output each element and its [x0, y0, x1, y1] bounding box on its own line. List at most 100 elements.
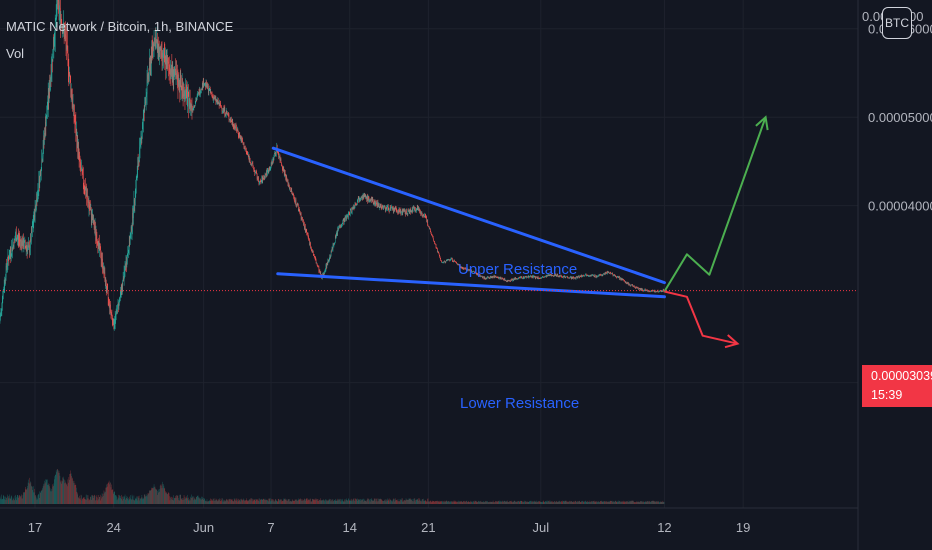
volume-bar — [210, 498, 212, 504]
volume-bar — [328, 498, 330, 504]
volume-bar — [248, 499, 250, 504]
volume-bar — [93, 495, 94, 504]
volume-bar — [84, 498, 85, 504]
volume-bar — [639, 501, 640, 504]
volume-bar — [341, 501, 343, 504]
volume-bar — [552, 501, 553, 504]
volume-bar — [55, 470, 57, 504]
volume-bar — [23, 493, 25, 504]
volume-bar — [308, 500, 310, 504]
volume-bar — [437, 501, 439, 504]
volume-bar — [616, 501, 618, 504]
volume-bar — [446, 501, 448, 504]
volume-bar — [142, 497, 144, 504]
volume-bar — [316, 499, 318, 504]
volume-bar — [468, 501, 469, 504]
volume-bar — [151, 489, 152, 504]
volume-bar — [7, 494, 8, 504]
volume-bar — [72, 477, 73, 504]
volume-bar — [71, 478, 73, 504]
volume-bar — [13, 498, 14, 504]
volume-bar — [541, 502, 542, 504]
volume-bar — [418, 499, 420, 504]
volume-bar — [95, 500, 97, 504]
volume-bar — [82, 498, 83, 504]
volume-bar — [324, 500, 325, 504]
volume-bar — [167, 492, 169, 504]
volume-bar — [626, 501, 627, 504]
volume-bar — [556, 501, 558, 504]
volume-bar — [265, 499, 267, 504]
volume-bar — [193, 500, 194, 504]
volume-bar — [449, 501, 450, 504]
volume-bar — [238, 498, 239, 504]
projection-arrows — [663, 115, 769, 349]
volume-bar — [592, 502, 593, 504]
volume-bar — [99, 496, 100, 504]
volume-bar — [42, 486, 44, 504]
volume-bar — [425, 501, 427, 504]
volume-bar — [626, 501, 628, 504]
volume-bar — [414, 498, 415, 504]
volume-bar — [453, 502, 455, 504]
volume-bar — [434, 501, 436, 504]
volume-bar — [76, 487, 77, 504]
volume-bar — [48, 483, 50, 504]
volume-bar — [389, 499, 391, 504]
volume-bar — [381, 501, 383, 504]
volume-bar — [622, 501, 624, 504]
volume-bar — [32, 489, 34, 504]
volume-bar — [579, 500, 580, 504]
volume-bar — [212, 501, 213, 504]
volume-bar — [156, 489, 157, 504]
volume-bar — [241, 499, 242, 504]
volume-bar — [404, 500, 405, 504]
volume-bar — [489, 501, 490, 504]
volume-bar — [261, 499, 262, 504]
volume-bar — [456, 501, 458, 504]
volume-bar — [307, 498, 308, 504]
volume-bar — [442, 501, 443, 504]
volume-bar — [381, 499, 382, 504]
volume-bar — [5, 497, 7, 504]
volume-bar — [189, 500, 191, 504]
volume-bar — [489, 502, 491, 504]
volume-bar — [306, 498, 307, 504]
volume-bar — [591, 501, 592, 504]
volume-bar — [523, 500, 525, 504]
volume-bar — [126, 497, 127, 504]
volume-bar — [127, 498, 129, 504]
volume-bar — [113, 492, 114, 504]
volume-bar — [118, 494, 119, 504]
volume-bar — [169, 500, 171, 504]
volume-bar — [177, 495, 178, 504]
volume-bar — [389, 501, 390, 504]
volume-bar — [285, 498, 286, 504]
volume-bar — [53, 485, 54, 504]
volume-bar — [259, 498, 260, 504]
volume-bar — [254, 499, 255, 504]
volume-bar — [403, 501, 404, 504]
volume-bar — [79, 497, 81, 504]
volume-bar — [370, 498, 372, 504]
volume-bar — [480, 501, 481, 504]
volume-bar — [647, 500, 648, 504]
volume-bar — [160, 488, 162, 504]
volume-bar — [161, 485, 162, 504]
volume-bar — [564, 501, 566, 504]
volume-bar — [590, 501, 591, 504]
volume-bar — [223, 499, 224, 504]
currency-badge[interactable]: BTC — [882, 7, 912, 39]
volume-bar — [480, 500, 482, 504]
volume-bar — [334, 500, 335, 504]
volume-bar — [460, 501, 462, 504]
volume-bar — [196, 496, 197, 504]
volume-bar — [240, 501, 241, 504]
volume-bar — [601, 501, 603, 504]
volume-bar — [336, 500, 337, 504]
volume-bar — [451, 501, 452, 504]
volume-bar — [213, 500, 215, 504]
volume-bar — [66, 484, 68, 504]
volume-bar — [412, 500, 413, 504]
